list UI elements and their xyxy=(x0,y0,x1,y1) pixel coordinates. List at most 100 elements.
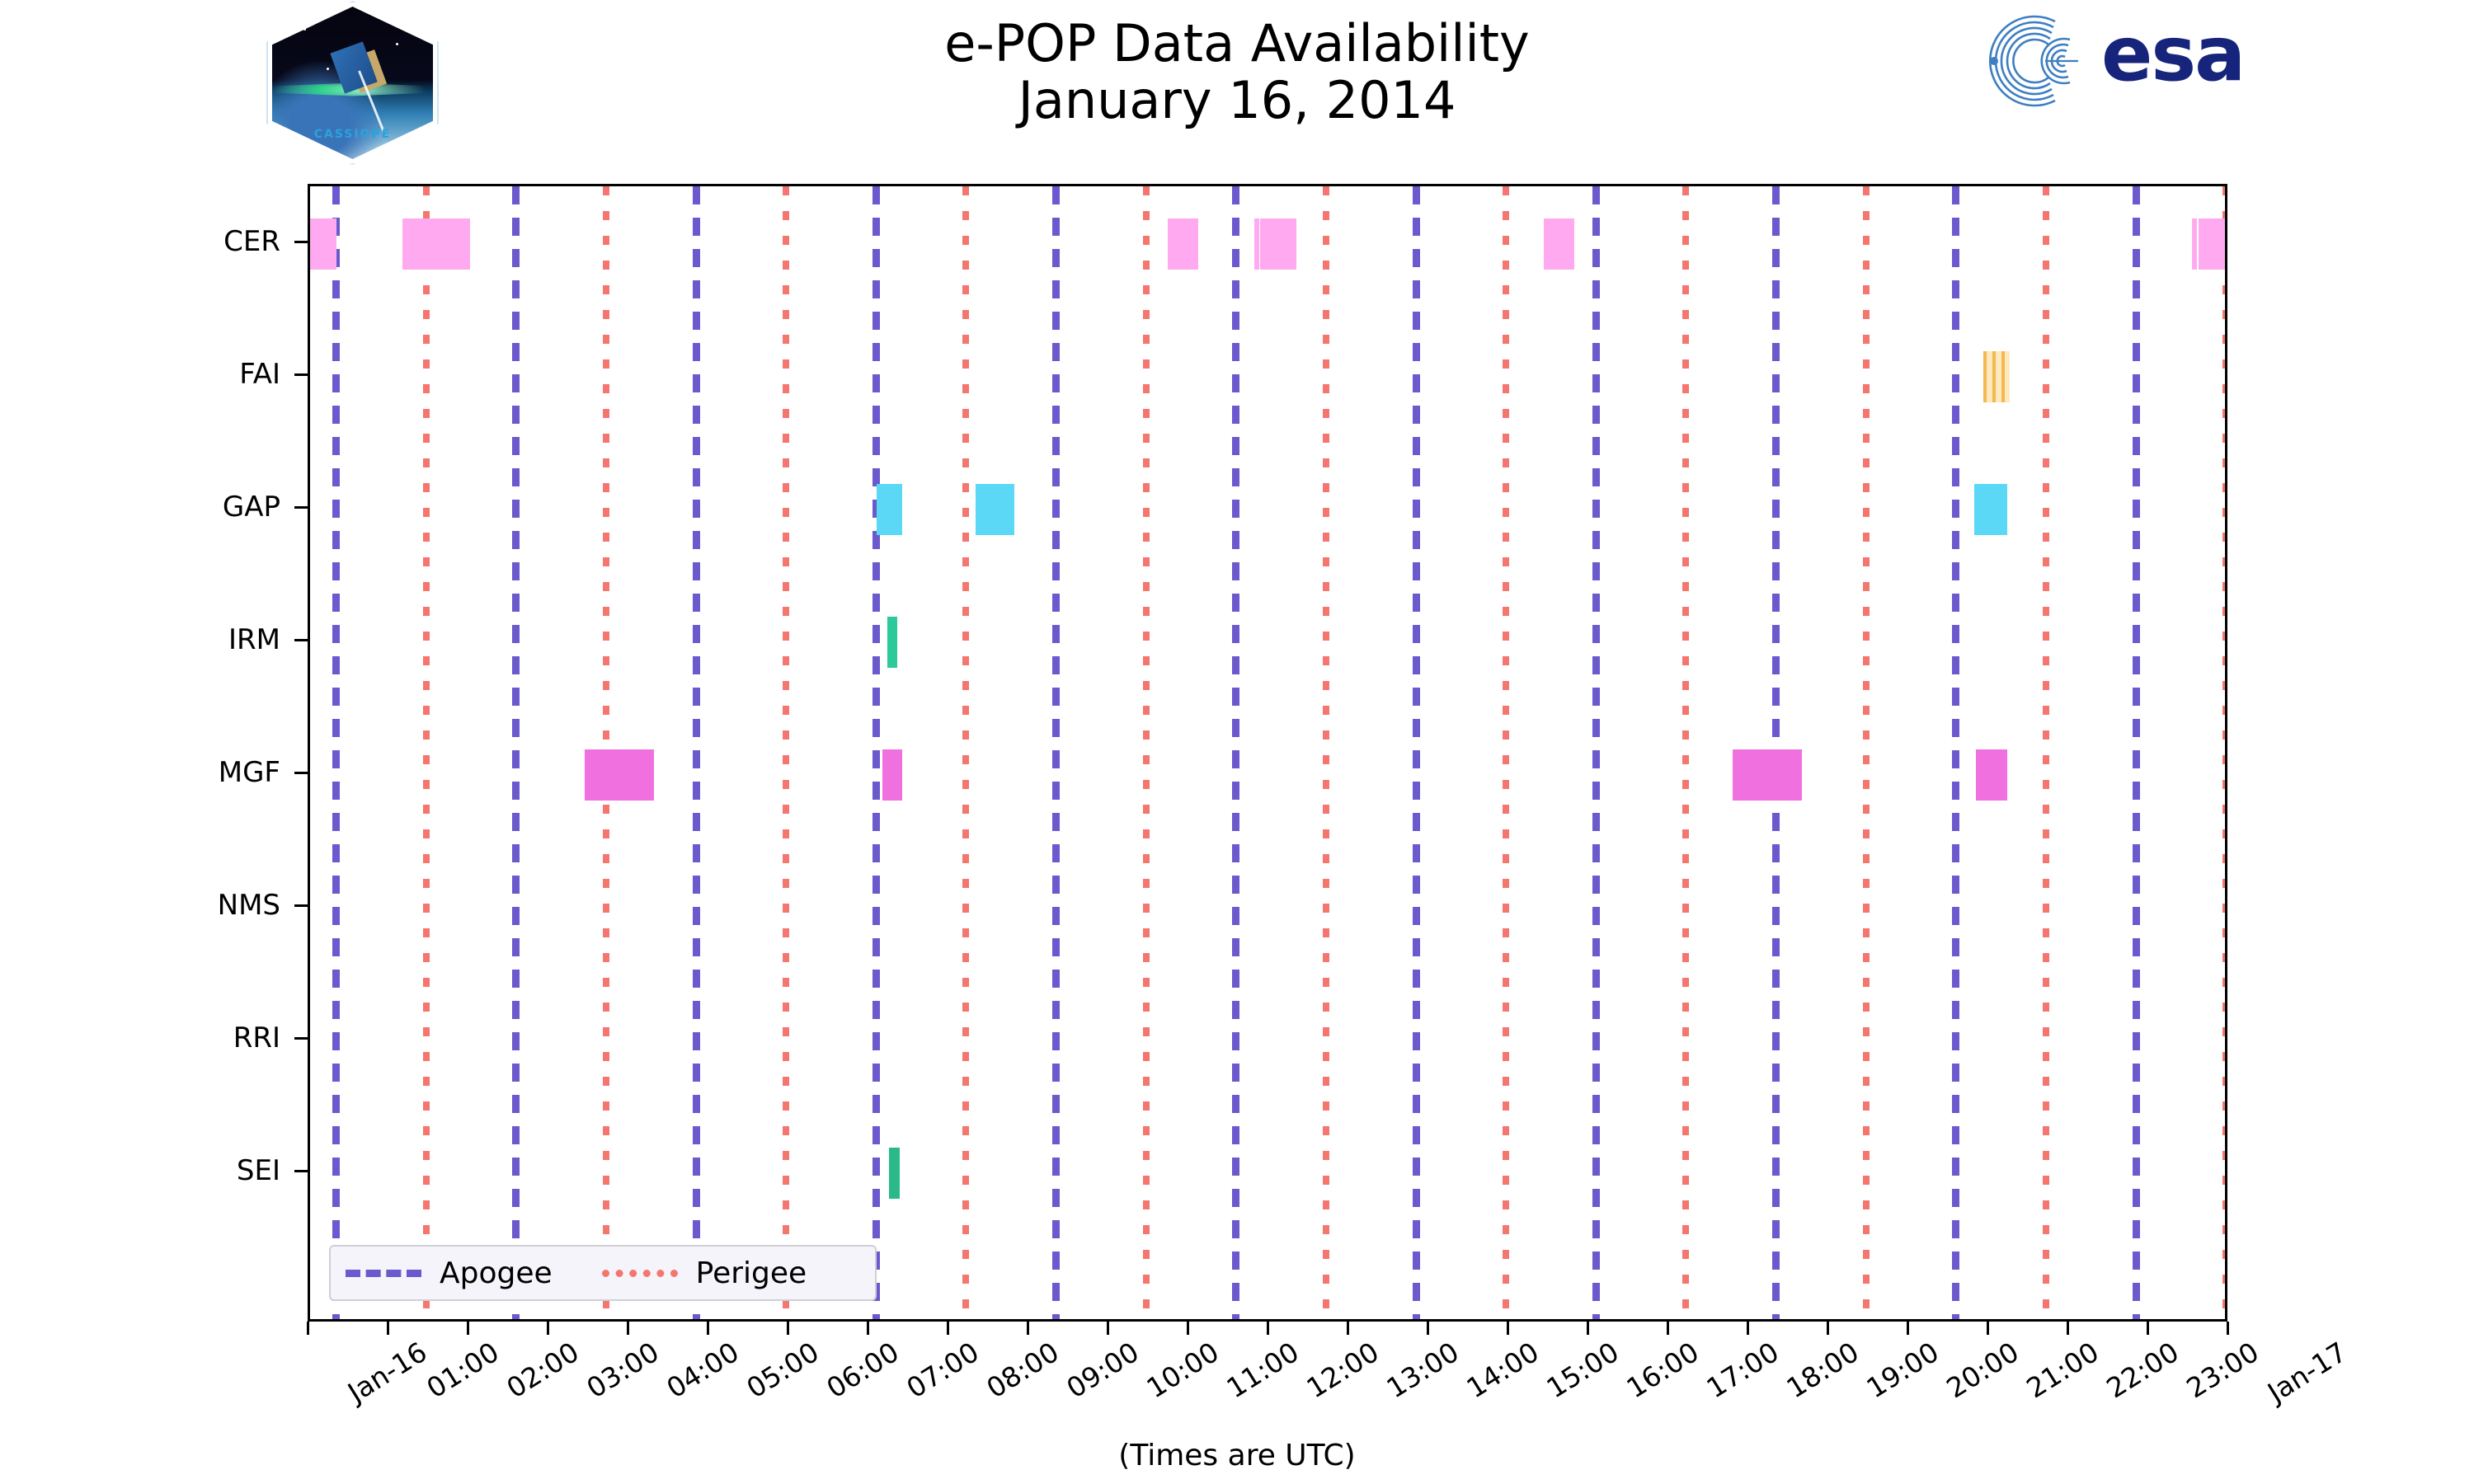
x-tick-mark xyxy=(1907,1322,1909,1335)
data-bar-cer[interactable] xyxy=(310,218,336,270)
perigee-line xyxy=(2222,186,2225,1319)
apogee-line xyxy=(332,186,341,1319)
y-tick-mark xyxy=(294,506,308,509)
x-tick-label: 22:00 xyxy=(2100,1336,2185,1405)
star-icon xyxy=(396,43,398,45)
x-tick-mark xyxy=(2067,1322,2069,1335)
data-bar-cer[interactable] xyxy=(1260,218,1296,270)
apogee-line xyxy=(692,186,700,1319)
x-tick-mark xyxy=(307,1322,309,1335)
y-tick-label-sei: SEI xyxy=(236,1154,280,1187)
data-bar-cer[interactable] xyxy=(1167,218,1198,270)
x-tick-label: 14:00 xyxy=(1460,1336,1545,1405)
data-bar-mgf[interactable] xyxy=(1975,749,2008,801)
x-tick-label: 04:00 xyxy=(661,1336,745,1405)
data-bar-fai[interactable] xyxy=(1983,351,2011,402)
x-tick-mark xyxy=(1027,1322,1029,1335)
perigee-line xyxy=(1142,186,1150,1319)
data-bar-sei[interactable] xyxy=(889,1148,900,1199)
legend-label-perigee: Perigee xyxy=(695,1256,807,1290)
data-bar-irm[interactable] xyxy=(887,617,897,668)
x-axis-ticks xyxy=(307,1322,2229,1336)
x-tick-label: 15:00 xyxy=(1540,1336,1625,1405)
data-bar-gap[interactable] xyxy=(876,484,902,535)
x-tick-mark xyxy=(787,1322,789,1335)
x-tick-mark xyxy=(547,1322,549,1335)
data-bar-gap[interactable] xyxy=(1973,484,2008,535)
y-tick-label-cer: CER xyxy=(223,225,280,258)
chart-legend: Apogee Perigee xyxy=(329,1245,877,1301)
x-tick-label: 03:00 xyxy=(581,1336,665,1405)
x-tick-mark xyxy=(1587,1322,1589,1335)
y-tick-label-nms: NMS xyxy=(217,889,280,922)
chart-plot-inner xyxy=(310,186,2225,1319)
apogee-line-swatch xyxy=(346,1269,421,1277)
data-bar-cer[interactable] xyxy=(407,218,470,270)
x-tick-label: 18:00 xyxy=(1780,1336,1865,1405)
x-tick-label: 16:00 xyxy=(1620,1336,1705,1405)
x-tick-mark xyxy=(1507,1322,1509,1335)
x-tick-label: 09:00 xyxy=(1061,1336,1145,1405)
x-tick-mark xyxy=(1347,1322,1349,1335)
y-tick-label-fai: FAI xyxy=(239,358,280,391)
x-tick-label: 07:00 xyxy=(901,1336,985,1405)
x-tick-label: 06:00 xyxy=(821,1336,905,1405)
y-tick-mark xyxy=(294,1037,308,1040)
x-tick-mark xyxy=(2147,1322,2149,1335)
data-bar-mgf[interactable] xyxy=(882,749,902,801)
data-bar-cer[interactable] xyxy=(1253,218,1259,270)
x-tick-label: 21:00 xyxy=(2020,1336,2105,1405)
page-title: e-POP Data Availability January 16, 2014 xyxy=(577,15,1897,129)
y-tick-label-rri: RRI xyxy=(233,1021,280,1054)
x-tick-mark xyxy=(867,1322,869,1335)
x-tick-mark xyxy=(467,1322,469,1335)
y-tick-mark xyxy=(294,639,308,641)
x-tick-label: 17:00 xyxy=(1700,1336,1785,1405)
y-tick-mark xyxy=(294,241,308,243)
page-header: CASSIOPE e-POP Data Availability January… xyxy=(0,0,2474,165)
x-tick-label: 02:00 xyxy=(501,1336,585,1405)
data-bar-gap[interactable] xyxy=(976,484,1014,535)
logo-hex-outline xyxy=(266,1,439,165)
data-bar-cer[interactable] xyxy=(2192,218,2198,270)
x-tick-label: 05:00 xyxy=(741,1336,825,1405)
data-bar-mgf[interactable] xyxy=(584,749,655,801)
data-bar-mgf[interactable] xyxy=(1732,749,1803,801)
cassiope-mission-logo: CASSIOPE xyxy=(266,1,439,165)
star-icon xyxy=(303,28,306,31)
perigee-line xyxy=(1322,186,1329,1319)
x-tick-label: 23:00 xyxy=(2180,1336,2265,1405)
data-bar-cer[interactable] xyxy=(2199,218,2225,270)
y-tick-label-mgf: MGF xyxy=(218,756,280,789)
title-line-1: e-POP Data Availability xyxy=(944,13,1530,73)
chart-plot-area xyxy=(308,184,2227,1322)
x-axis-caption: (Times are UTC) xyxy=(1118,1439,1356,1472)
x-tick-mark xyxy=(1267,1322,1269,1335)
x-tick-label: 12:00 xyxy=(1300,1336,1385,1405)
perigee-line xyxy=(2042,186,2049,1319)
apogee-line xyxy=(512,186,520,1319)
apogee-line xyxy=(1412,186,1420,1319)
legend-item-apogee[interactable]: Apogee xyxy=(346,1256,553,1290)
y-tick-mark xyxy=(294,772,308,774)
y-tick-mark xyxy=(294,904,308,907)
x-tick-mark xyxy=(947,1322,949,1335)
x-tick-label: 11:00 xyxy=(1221,1336,1305,1405)
x-tick-label: 20:00 xyxy=(1940,1336,2025,1405)
x-tick-label: 08:00 xyxy=(981,1336,1065,1405)
x-tick-label: 13:00 xyxy=(1380,1336,1465,1405)
perigee-line xyxy=(783,186,790,1319)
legend-item-perigee[interactable]: Perigee xyxy=(601,1256,807,1290)
y-tick-label-irm: IRM xyxy=(228,623,280,656)
x-tick-mark xyxy=(1667,1322,1669,1335)
perigee-line xyxy=(962,186,970,1319)
star-icon xyxy=(327,68,329,70)
data-bar-cer[interactable] xyxy=(1543,218,1574,270)
apogee-line xyxy=(1232,186,1240,1319)
x-tick-mark xyxy=(1747,1322,1749,1335)
data-bar-cer[interactable] xyxy=(402,218,407,270)
x-tick-label: 10:00 xyxy=(1141,1336,1225,1405)
x-tick-mark xyxy=(1987,1322,1989,1335)
apogee-line xyxy=(1592,186,1600,1319)
apogee-line xyxy=(1952,186,1960,1319)
